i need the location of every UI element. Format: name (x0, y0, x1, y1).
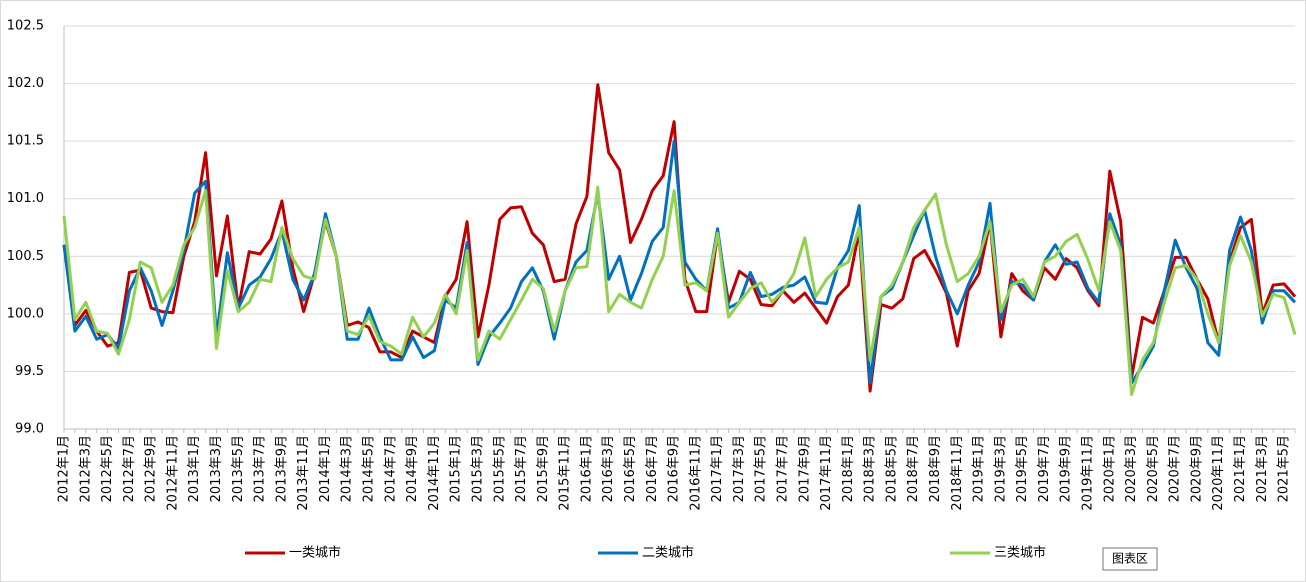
x-tick-label: 2014年7月 (383, 435, 398, 502)
x-tick-label: 2020年5月 (1146, 435, 1161, 502)
x-tick-label: 2020年11月 (1211, 435, 1226, 511)
x-tick-label: 2018年9月 (928, 435, 943, 502)
x-tick-label: 2015年7月 (514, 435, 529, 502)
x-tick-label: 2014年5月 (362, 435, 377, 502)
y-tick-label: 101.5 (7, 134, 44, 149)
x-tick-label: 2012年11月 (165, 435, 180, 511)
x-tick-label: 2019年1月 (972, 435, 987, 502)
x-tick-label: 2012年3月 (78, 435, 93, 502)
x-tick-label: 2016年7月 (645, 435, 660, 502)
x-tick-label: 2019年5月 (1015, 435, 1030, 502)
x-tick-label: 2019年3月 (993, 435, 1008, 502)
x-tick-label: 2019年9月 (1059, 435, 1074, 502)
tooltip-box (1102, 547, 1158, 571)
y-tick-label: 100.5 (7, 249, 44, 264)
x-tick-label: 2020年3月 (1124, 435, 1139, 502)
line-series (62, 139, 1297, 385)
x-tick-label: 2021年5月 (1277, 435, 1292, 502)
x-tick-label: 2016年1月 (579, 435, 594, 502)
x-tick-label: 2020年1月 (1102, 435, 1117, 502)
x-tick-label: 2021年3月 (1255, 435, 1270, 502)
x-tick-label: 2021年1月 (1233, 435, 1248, 502)
x-tick-label: 2013年5月 (231, 435, 246, 502)
legend-label: 一类城市 (289, 545, 341, 561)
y-tick-label: 99.0 (15, 422, 44, 437)
x-tick-label: 2020年7月 (1168, 435, 1183, 502)
x-tick-label: 2015年1月 (449, 435, 464, 502)
x-tick-label: 2016年9月 (667, 435, 682, 502)
x-tick-label: 2019年7月 (1037, 435, 1052, 502)
x-tick-label: 2013年7月 (253, 435, 268, 502)
x-tick-label: 2015年9月 (536, 435, 551, 502)
x-tick-label: 2012年7月 (122, 435, 137, 502)
y-tick-label: 100.0 (7, 306, 44, 321)
x-tick-label: 2018年7月 (906, 435, 921, 502)
x-tick-label: 2017年7月 (775, 435, 790, 502)
legend-label: 二类城市 (642, 545, 694, 561)
x-tick-label: 2019年11月 (1081, 435, 1096, 511)
legend-label: 三类城市 (994, 545, 1046, 561)
x-tick-label: 2016年11月 (688, 435, 703, 511)
x-tick-label: 2018年1月 (841, 435, 856, 502)
y-tick-label: 102.0 (7, 76, 44, 91)
x-tick-label: 2014年11月 (427, 435, 442, 511)
x-tick-label: 2015年5月 (492, 435, 507, 502)
x-tick-label: 2014年9月 (405, 435, 420, 502)
x-tick-label: 2013年9月 (274, 435, 289, 502)
x-tick-label: 2017年1月 (710, 435, 725, 502)
x-tick-label: 2013年11月 (296, 435, 311, 511)
x-tick-label: 2013年1月 (187, 435, 202, 502)
x-tick-label: 2017年5月 (754, 435, 769, 502)
x-tick-label: 2017年3月 (732, 435, 747, 502)
x-tick-label: 2015年11月 (558, 435, 573, 511)
x-tick-label: 2017年9月 (797, 435, 812, 502)
x-tick-label: 2014年1月 (318, 435, 333, 502)
x-tick-label: 2017年11月 (819, 435, 834, 511)
line-series (62, 185, 1297, 396)
x-tick-label: 2020年9月 (1189, 435, 1204, 502)
x-tick-label: 2018年11月 (950, 435, 965, 511)
tooltip-text: 图表区 (1112, 552, 1148, 566)
x-tick-label: 2018年5月 (884, 435, 899, 502)
x-tick-label: 2013年3月 (209, 435, 224, 502)
x-tick-label: 2018年3月 (863, 435, 878, 502)
x-tick-label: 2012年9月 (144, 435, 159, 502)
x-tick-label: 2016年5月 (623, 435, 638, 502)
x-tick-label: 2014年3月 (340, 435, 355, 502)
y-tick-label: 101.0 (7, 191, 44, 206)
x-tick-label: 2016年3月 (601, 435, 616, 502)
y-tick-label: 99.5 (15, 364, 44, 379)
y-tick-label: 102.5 (7, 19, 44, 34)
x-tick-label: 2012年5月 (100, 435, 115, 502)
x-tick-label: 2015年3月 (470, 435, 485, 502)
x-tick-label: 2012年1月 (57, 435, 72, 502)
